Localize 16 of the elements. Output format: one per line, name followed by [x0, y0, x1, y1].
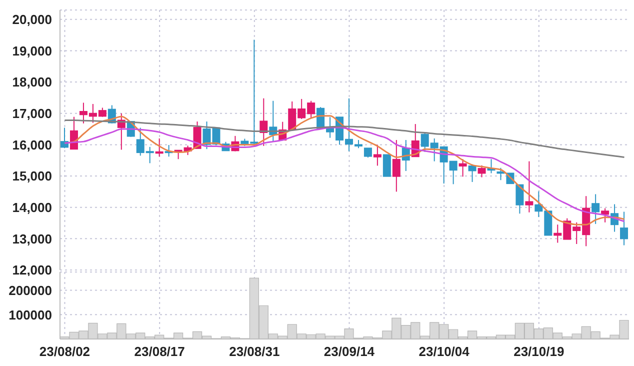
y-tick-label: 14,000 [12, 200, 52, 215]
y-tick-label: 13,000 [12, 231, 52, 246]
y-tick-label: 19,000 [12, 43, 52, 58]
y-tick-label: 17,000 [12, 106, 52, 121]
y-tick-label: 18,000 [12, 74, 52, 90]
y-tick-label: 200000 [8, 282, 52, 298]
y-tick-label: 100000 [8, 307, 52, 322]
x-tick-label: 23/10/04 [418, 344, 470, 360]
y-tick-label: 20,000 [12, 12, 52, 28]
x-tick-label: 23/08/02 [39, 344, 90, 360]
y-tick-label: 16,000 [12, 137, 52, 152]
y-tick-label: 15,000 [12, 168, 52, 184]
x-tick-label: 23/08/17 [134, 344, 185, 360]
x-tick-label: 23/09/14 [324, 344, 376, 360]
x-tick-label: 23/08/31 [229, 344, 280, 360]
x-tick-label: 23/10/19 [514, 344, 564, 360]
